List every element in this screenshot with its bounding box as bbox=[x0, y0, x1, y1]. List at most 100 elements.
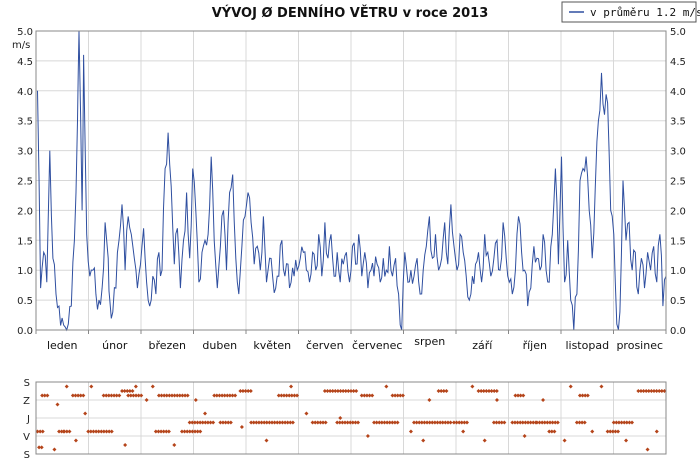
direction-point bbox=[156, 429, 161, 434]
direction-point bbox=[432, 420, 437, 425]
direction-point bbox=[107, 429, 112, 434]
direction-point bbox=[35, 429, 40, 434]
direction-point bbox=[289, 384, 294, 389]
y-tick-right: 2.0 bbox=[670, 206, 686, 217]
direction-point bbox=[246, 389, 251, 393]
direction-point bbox=[479, 389, 484, 393]
direction-point bbox=[516, 393, 521, 398]
direction-point bbox=[287, 393, 292, 398]
direction-y-tick: S bbox=[24, 450, 30, 460]
direction-point bbox=[198, 420, 203, 425]
direction-point bbox=[76, 393, 81, 398]
direction-point bbox=[134, 393, 139, 398]
direction-point bbox=[123, 443, 128, 447]
direction-point bbox=[159, 393, 164, 398]
direction-point bbox=[582, 420, 587, 425]
direction-point bbox=[520, 420, 525, 425]
direction-point bbox=[523, 420, 528, 425]
direction-point bbox=[608, 429, 613, 434]
direction-point bbox=[537, 420, 542, 425]
direction-point bbox=[531, 420, 536, 425]
direction-point bbox=[112, 393, 117, 398]
direction-point bbox=[377, 420, 382, 425]
direction-point bbox=[109, 393, 114, 398]
direction-point bbox=[81, 393, 86, 398]
direction-point bbox=[390, 420, 395, 425]
direction-point bbox=[491, 420, 496, 425]
direction-point bbox=[133, 384, 138, 389]
direction-point bbox=[337, 420, 342, 425]
direction-point bbox=[318, 420, 323, 425]
direction-point bbox=[183, 393, 188, 398]
direction-point bbox=[162, 393, 167, 398]
direction-point bbox=[275, 420, 280, 425]
direction-point bbox=[166, 429, 171, 434]
direction-point bbox=[238, 389, 243, 393]
chart-title: VÝVOJ Ø DENNÍHO VĚTRU v roce 2013 bbox=[212, 5, 489, 21]
direction-point bbox=[461, 429, 466, 434]
y-tick-left: 4.0 bbox=[17, 87, 33, 98]
direction-point bbox=[385, 420, 390, 425]
direction-point bbox=[128, 393, 133, 398]
direction-point bbox=[185, 429, 190, 434]
direction-point bbox=[323, 420, 328, 425]
direction-point bbox=[365, 434, 370, 438]
direction-point bbox=[448, 420, 453, 425]
direction-point bbox=[40, 393, 45, 398]
month-label: srpen bbox=[414, 335, 445, 348]
direction-point bbox=[494, 420, 499, 425]
direction-point bbox=[125, 389, 130, 393]
direction-point bbox=[200, 420, 205, 425]
direction-point bbox=[182, 429, 187, 434]
direction-point bbox=[106, 393, 111, 398]
y-axis-unit-label: m/s bbox=[12, 40, 30, 51]
direction-point bbox=[217, 393, 222, 398]
direction-point bbox=[510, 420, 515, 425]
direction-point bbox=[91, 429, 96, 434]
y-tick-left: 2.5 bbox=[17, 177, 33, 188]
direction-y-tick: V bbox=[23, 432, 30, 443]
direction-point bbox=[264, 438, 269, 443]
direction-point bbox=[221, 420, 226, 425]
direction-point bbox=[624, 438, 629, 443]
direction-point bbox=[86, 429, 91, 434]
direction-point bbox=[45, 393, 50, 398]
direction-point bbox=[136, 393, 141, 398]
direction-point bbox=[99, 429, 104, 434]
direction-point bbox=[549, 429, 554, 434]
direction-point bbox=[654, 429, 659, 434]
direction-point bbox=[390, 393, 395, 398]
month-label: listopad bbox=[565, 339, 609, 352]
direction-point bbox=[382, 420, 387, 425]
direction-point bbox=[172, 393, 177, 398]
direction-point bbox=[654, 389, 659, 393]
direction-point bbox=[641, 389, 646, 393]
y-tick-left: 0.5 bbox=[17, 296, 33, 307]
direction-point bbox=[40, 429, 45, 434]
direction-point bbox=[343, 389, 348, 393]
direction-point bbox=[212, 393, 217, 398]
direction-point bbox=[225, 393, 230, 398]
direction-point bbox=[122, 389, 127, 393]
direction-point bbox=[419, 420, 424, 425]
direction-point bbox=[190, 429, 195, 434]
direction-point bbox=[605, 429, 610, 434]
direction-point bbox=[470, 384, 475, 389]
direction-point bbox=[78, 393, 83, 398]
direction-point bbox=[540, 420, 545, 425]
direction-point bbox=[267, 420, 272, 425]
direction-point bbox=[518, 393, 523, 398]
direction-point bbox=[335, 420, 340, 425]
direction-point bbox=[387, 420, 392, 425]
direction-point bbox=[374, 420, 379, 425]
direction-point bbox=[513, 393, 518, 398]
direction-point bbox=[494, 398, 499, 402]
direction-point bbox=[88, 429, 93, 434]
direction-point bbox=[104, 393, 109, 398]
direction-point bbox=[264, 420, 269, 425]
direction-point bbox=[547, 420, 552, 425]
direction-point bbox=[262, 420, 267, 425]
direction-point bbox=[272, 420, 277, 425]
direction-point bbox=[55, 402, 60, 407]
